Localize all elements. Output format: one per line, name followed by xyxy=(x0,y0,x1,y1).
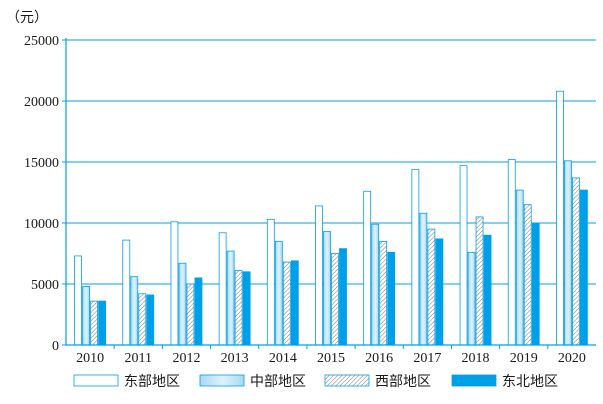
bar-2-2012 xyxy=(178,262,187,346)
x-tick-label: 2013 xyxy=(221,351,249,366)
legend-swatch-4 xyxy=(451,374,497,387)
bar-1-2020 xyxy=(556,90,564,346)
legend-label: 东部地区 xyxy=(124,374,180,390)
bar-2-2013 xyxy=(226,250,235,346)
bar-3-2014 xyxy=(282,261,291,346)
bar-4-2019 xyxy=(531,222,540,346)
axes xyxy=(65,38,596,349)
legend: 东部地区 中部地区 西部地区 东北地区 xyxy=(73,374,558,390)
bar-2-2018 xyxy=(467,251,476,346)
bar-1-2019 xyxy=(507,159,516,346)
x-tick-label: 2018 xyxy=(462,351,490,366)
bar-4-2015 xyxy=(339,248,347,346)
legend-swatch-1 xyxy=(73,374,119,387)
bar-1-2015 xyxy=(315,205,323,346)
bar-2-2014 xyxy=(274,240,283,346)
x-tick-label: 2015 xyxy=(317,351,345,366)
legend-swatch-2 xyxy=(199,374,245,387)
bar-4-2012 xyxy=(194,277,203,346)
legend-swatch-3 xyxy=(324,374,370,387)
bar-3-2015 xyxy=(331,253,339,346)
bar-4-2010 xyxy=(98,300,106,346)
x-tick-label: 2010 xyxy=(76,351,104,366)
gridlines xyxy=(62,39,596,346)
bar-4-2016 xyxy=(387,251,396,346)
x-tick-label: 2016 xyxy=(365,351,393,366)
y-tick-label: 25000 xyxy=(24,34,59,49)
y-tick-labels: 0 5000 10000 15000 20000 25000 xyxy=(24,34,59,354)
x-tick-label: 2012 xyxy=(172,351,200,366)
bar-4-2014 xyxy=(290,260,299,346)
legend-label: 西部地区 xyxy=(375,374,431,390)
bar-1-2014 xyxy=(266,218,275,346)
x-tick-label: 2019 xyxy=(510,351,538,366)
bar-3-2010 xyxy=(90,300,98,346)
y-tick-label: 0 xyxy=(52,339,59,354)
bar-1-2011 xyxy=(122,239,131,346)
bar-3-2011 xyxy=(138,293,147,346)
x-tick-label: 2014 xyxy=(269,351,297,366)
y-tick-label: 15000 xyxy=(24,156,59,171)
x-tick-label: 2017 xyxy=(413,351,441,366)
bar-1-2018 xyxy=(459,165,468,346)
bar-3-2012 xyxy=(186,283,195,346)
y-axis-unit-label: （元） xyxy=(6,10,48,26)
bar-2-2010 xyxy=(82,286,90,346)
bar-3-2020 xyxy=(572,177,580,346)
bar-3-2013 xyxy=(234,270,243,346)
x-tick-label: 2020 xyxy=(558,351,586,366)
x-tick-labels: 2010 2011 2012 2013 2014 2015 2016 2017 2018 2019… xyxy=(76,351,586,366)
bar-3-2019 xyxy=(523,204,532,346)
legend-label: 东北地区 xyxy=(502,374,558,390)
y-tick-label: 5000 xyxy=(31,278,59,293)
bar-2-2011 xyxy=(130,276,139,346)
bar-2-2017 xyxy=(419,212,428,346)
bar-4-2020 xyxy=(580,189,588,346)
bar-3-2016 xyxy=(379,240,388,346)
bar-1-2016 xyxy=(363,190,372,346)
bar-2-2019 xyxy=(515,189,524,346)
bars xyxy=(74,90,588,346)
bar-3-2018 xyxy=(475,216,484,346)
bar-1-2017 xyxy=(411,168,420,346)
bar-4-2013 xyxy=(242,271,251,346)
bar-2-2016 xyxy=(371,223,380,346)
bar-1-2010 xyxy=(74,255,82,346)
bar-3-2017 xyxy=(427,228,436,346)
y-tick-label: 10000 xyxy=(24,217,59,232)
bar-2-2020 xyxy=(564,160,572,346)
bar-4-2018 xyxy=(483,234,492,346)
y-tick-label: 20000 xyxy=(24,95,59,110)
bar-2-2015 xyxy=(323,231,331,346)
x-tick-label: 2011 xyxy=(125,351,152,366)
bar-1-2013 xyxy=(218,232,227,346)
bar-4-2011 xyxy=(146,294,155,346)
bar-4-2017 xyxy=(435,238,444,346)
legend-label: 中部地区 xyxy=(250,374,306,390)
bar-1-2012 xyxy=(170,221,179,346)
